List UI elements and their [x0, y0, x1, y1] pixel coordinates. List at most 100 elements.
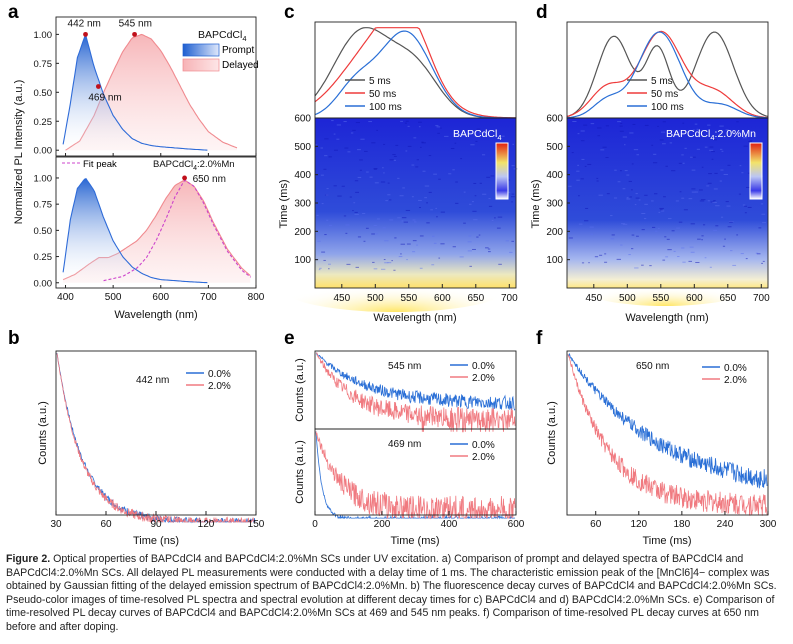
heatmap-noise: [419, 207, 421, 209]
heatmap-noise: [438, 178, 441, 180]
heatmap-noise: [328, 224, 333, 226]
heatmap-noise: [741, 172, 744, 174]
y-tick-label: 0.75: [34, 200, 53, 211]
spectrum-line-50ms: [314, 27, 517, 119]
caption-text: Optical properties of BAPCdCl4 and BAPCd…: [6, 553, 777, 633]
heatmap-noise: [622, 188, 626, 190]
heatmap-noise: [658, 228, 660, 230]
x-tick-label: 700: [501, 293, 518, 304]
heatmap-noise: [614, 169, 617, 171]
y-tick-label: 400: [546, 170, 563, 181]
x-tick-label: 240: [717, 519, 734, 530]
heatmap-noise: [744, 205, 748, 207]
x-tick-label: 60: [590, 519, 602, 530]
heatmap-noise: [671, 170, 676, 172]
peak-marker: [83, 31, 88, 37]
heatmap-noise: [578, 195, 580, 197]
heatmap-noise: [580, 140, 585, 142]
heatmap-noise: [701, 235, 704, 237]
heatmap-noise: [706, 185, 710, 187]
spectrum-line-100ms: [566, 31, 769, 119]
heatmap-noise: [651, 200, 654, 202]
panel-a-frame-bottom: [55, 156, 257, 289]
heatmap-noise: [707, 200, 710, 202]
heatmap-noise: [587, 163, 592, 165]
peak-label: 650 nm: [193, 174, 226, 185]
heatmap-noise: [394, 237, 397, 239]
heatmap-noise: [691, 156, 696, 158]
legend-label: 5 ms: [651, 76, 673, 87]
heatmap-noise: [490, 175, 495, 177]
panel-d-spectra: 5 ms 50 ms 100 ms: [566, 30, 769, 119]
heatmap-noise: [709, 266, 712, 268]
heatmap-noise: [635, 197, 640, 199]
legend-label: 100 ms: [369, 102, 402, 113]
x-tick-label: 300: [760, 519, 777, 530]
heatmap-noise: [511, 240, 514, 242]
heatmap-noise: [496, 227, 501, 229]
heatmap-noise: [488, 198, 491, 200]
heatmap-noise: [488, 205, 493, 207]
series-line-fit-peak: [103, 179, 252, 282]
legend-label: 50 ms: [651, 89, 678, 100]
heatmap-noise: [419, 267, 423, 269]
x-tick-label: 600: [686, 293, 703, 304]
heatmap-noise: [397, 217, 401, 219]
peak-marker: [95, 84, 101, 89]
heatmap-noise: [405, 150, 408, 152]
heatmap-noise: [382, 227, 386, 229]
panel-c-colorbar: [495, 142, 509, 200]
heatmap-noise: [584, 165, 587, 167]
heatmap-noise: [660, 131, 666, 133]
heatmap-noise: [384, 240, 389, 242]
heatmap-noise: [355, 266, 359, 268]
heatmap-noise: [708, 173, 712, 175]
heatmap-noise: [436, 216, 438, 218]
heatmap-noise: [652, 162, 658, 164]
heatmap-noise: [422, 170, 426, 172]
decay-curve-0.0%: [567, 353, 768, 489]
heatmap-noise: [346, 263, 351, 265]
heatmap-noise: [334, 149, 338, 151]
heatmap-noise: [415, 166, 419, 168]
heatmap-noise: [395, 144, 399, 146]
heatmap-noise: [638, 199, 641, 201]
panel-d-heatmap: [567, 118, 768, 288]
heatmap-noise: [628, 180, 632, 182]
heatmap-noise: [424, 185, 430, 187]
heatmap-noise: [407, 145, 412, 147]
panel-c: 5 ms 50 ms 100 ms BAPCdCl4 450 500 550 600 650…: [278, 21, 518, 324]
heatmap-noise: [725, 201, 729, 203]
heatmap-noise: [436, 126, 441, 128]
series-line-prompt: [62, 178, 208, 284]
heatmap-noise: [755, 252, 759, 254]
heatmap-noise: [614, 197, 618, 199]
x-tick-label: 600: [152, 292, 169, 303]
x-tick-label: 30: [50, 519, 62, 530]
heatmap-noise: [653, 153, 657, 155]
heatmap-noise: [324, 234, 327, 236]
heatmap-noise: [511, 165, 515, 167]
peak-marker: [182, 175, 187, 181]
heatmap-noise: [659, 209, 663, 211]
heatmap-noise: [610, 215, 613, 217]
panel-d-heatmap-noise: [568, 121, 767, 269]
heatmap-noise: [691, 191, 696, 193]
panel-d-colorbar: [749, 142, 763, 200]
heatmap-noise: [661, 143, 666, 145]
x-tick-label: 120: [198, 519, 215, 530]
heatmap-noise: [512, 143, 515, 145]
heatmap-noise: [733, 131, 738, 133]
heatmap-noise: [371, 233, 375, 235]
y-tick-label: 600: [294, 114, 311, 125]
heatmap-noise: [412, 240, 417, 242]
legend-label: 2.0%: [472, 373, 495, 384]
x-axis-label: Time (ms): [642, 535, 691, 547]
heatmap-noise: [726, 136, 731, 138]
heatmap-noise: [432, 235, 435, 237]
y-tick-label: 300: [546, 199, 563, 210]
heatmap-noise: [400, 120, 403, 122]
heatmap-noise: [421, 142, 426, 144]
heatmap-noise: [430, 209, 433, 211]
wavelength-label: 545 nm: [388, 361, 421, 372]
